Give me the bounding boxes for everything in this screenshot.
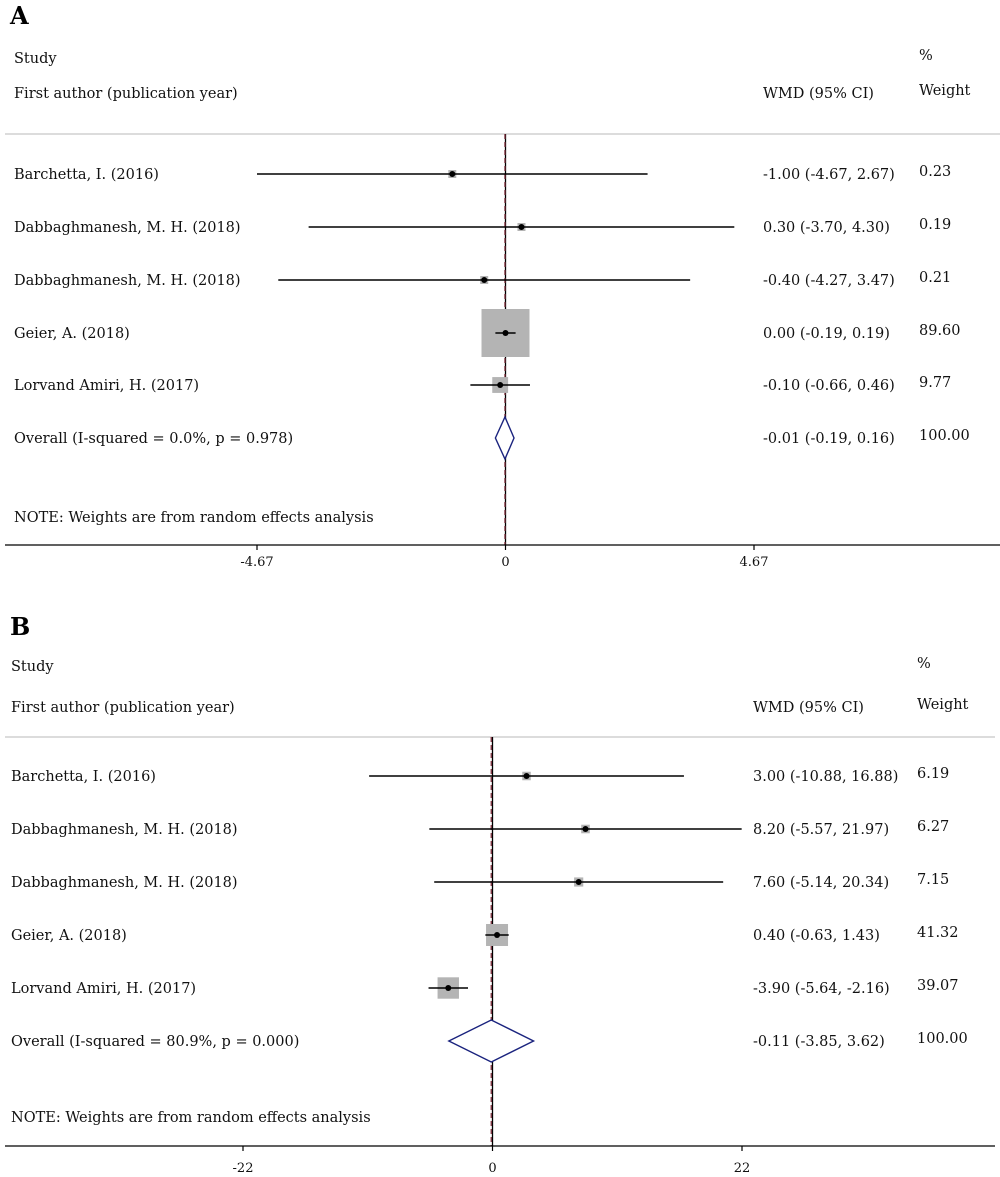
panel-a-note: NOTE: Weights are from random effects an… bbox=[14, 510, 374, 526]
panel-b-note: NOTE: Weights are from random effects an… bbox=[11, 1110, 371, 1126]
panel-b-overall-ci-text: -0.11 (-3.85, 3.62) bbox=[753, 1034, 885, 1050]
panel-a-weight-text-1: 0.23 bbox=[919, 164, 951, 180]
panel-b-overall-diamond bbox=[447, 1019, 536, 1063]
panel-b-weight-text-3: 7.15 bbox=[917, 872, 949, 888]
panel-b-header-effect: WMD (95% CI) bbox=[753, 700, 864, 716]
panel-b-x-tick-label-1: -22 bbox=[233, 1161, 254, 1176]
panel-b-weight-text-1: 6.19 bbox=[917, 766, 949, 782]
panel-a-overall-ci-text: -0.01 (-0.19, 0.16) bbox=[763, 431, 895, 447]
panel-a-letter: A bbox=[9, 1, 29, 30]
panel-a-weight-text-2: 0.19 bbox=[919, 217, 951, 233]
panel-b-ci-text-5: -3.90 (-5.64, -2.16) bbox=[753, 981, 890, 997]
panel-b: B Study First author (publication year) … bbox=[5, 612, 995, 1176]
panel-a-ci-text-5: -0.10 (-0.66, 0.46) bbox=[763, 378, 895, 394]
panel-a-study-label-5: Lorvand Amiri, H. (2017) bbox=[14, 378, 199, 394]
panel-b-letter: B bbox=[10, 612, 30, 641]
panel-b-point-estimate-2 bbox=[582, 826, 589, 832]
panel-a-overall-diamond bbox=[494, 415, 515, 461]
panel-b-study-label-5: Lorvand Amiri, H. (2017) bbox=[11, 981, 196, 997]
panel-a-ci-text-4: 0.00 (-0.19, 0.19) bbox=[763, 326, 890, 342]
panel-b-point-estimate-3 bbox=[575, 879, 582, 885]
panel-a-ci-text-2: 0.30 (-3.70, 4.30) bbox=[763, 220, 890, 236]
panel-a-study-label-3: Dabbaghmanesh, M. H. (2018) bbox=[14, 273, 241, 289]
panel-b-study-label-3: Dabbaghmanesh, M. H. (2018) bbox=[11, 875, 238, 891]
panel-b-header-weight: Weight bbox=[917, 697, 969, 713]
panel-a-header-effect: WMD (95% CI) bbox=[763, 86, 874, 102]
panel-a: A Study First author (publication year) … bbox=[5, 1, 1000, 570]
panel-a-plot-area: Barchetta, I. (2016) -1.00 (-4.67, 2.67) 0… bbox=[5, 134, 1000, 570]
panel-a-overall-label: Overall (I-squared = 0.0%, p = 0.978) bbox=[14, 431, 293, 447]
panel-b-ci-text-2: 8.20 (-5.57, 21.97) bbox=[753, 822, 889, 838]
panel-a-point-estimate-1 bbox=[449, 171, 456, 177]
panel-a-point-estimate-2 bbox=[518, 224, 525, 230]
panel-a-weight-text-5: 9.77 bbox=[919, 375, 951, 391]
panel-a-weight-text-4: 89.60 bbox=[919, 323, 961, 339]
panel-b-overall-label: Overall (I-squared = 80.9%, p = 0.000) bbox=[11, 1034, 299, 1050]
panel-a-ci-text-3: -0.40 (-4.27, 3.47) bbox=[763, 273, 895, 289]
panel-b-point-estimate-1 bbox=[523, 773, 530, 779]
panel-a-header-weight: Weight bbox=[919, 83, 971, 99]
panel-a-header-pct: % bbox=[919, 48, 933, 64]
panel-b-ci-text-1: 3.00 (-10.88, 16.88) bbox=[753, 769, 898, 785]
panel-b-plot-area: Barchetta, I. (2016) 3.00 (-10.88, 16.88)… bbox=[5, 737, 995, 1176]
panel-b-point-estimate-5 bbox=[445, 985, 452, 991]
panel-a-ci-text-1: -1.00 (-4.67, 2.67) bbox=[763, 167, 895, 183]
panel-a-x-tick-label-2: 0 bbox=[501, 555, 509, 570]
panel-b-point-estimate-4 bbox=[494, 932, 501, 938]
panel-a-weight-text-3: 0.21 bbox=[919, 270, 951, 286]
panel-b-ci-text-3: 7.60 (-5.14, 20.34) bbox=[753, 875, 889, 891]
panel-b-study-label-2: Dabbaghmanesh, M. H. (2018) bbox=[11, 822, 238, 838]
panel-a-point-estimate-5 bbox=[497, 382, 504, 388]
panel-b-study-label-4: Geier, A. (2018) bbox=[11, 928, 127, 944]
panel-b-x-tick-label-3: 22 bbox=[734, 1161, 751, 1176]
panel-a-study-label-2: Dabbaghmanesh, M. H. (2018) bbox=[14, 220, 241, 236]
panel-b-x-tick-label-2: 0 bbox=[488, 1161, 496, 1176]
panel-b-weight-text-5: 39.07 bbox=[917, 978, 959, 994]
panel-a-point-estimate-4 bbox=[502, 330, 509, 336]
panel-b-weight-text-4: 41.32 bbox=[917, 925, 959, 941]
panel-b-overall-weight-text: 100.00 bbox=[917, 1031, 968, 1047]
panel-b-study-label-1: Barchetta, I. (2016) bbox=[11, 769, 156, 785]
panel-b-weight-text-2: 6.27 bbox=[917, 819, 949, 835]
panel-a-x-tick-label-3: 4.67 bbox=[740, 555, 769, 570]
panel-a-point-estimate-3 bbox=[481, 277, 488, 283]
panel-a-x-tick-label-1: -4.67 bbox=[240, 555, 273, 570]
panel-b-header-author: First author (publication year) bbox=[11, 700, 235, 716]
panel-a-header-study: Study bbox=[14, 51, 57, 67]
panel-a-header-author: First author (publication year) bbox=[14, 86, 238, 102]
panel-b-header-study: Study bbox=[11, 659, 54, 675]
panel-a-study-label-4: Geier, A. (2018) bbox=[14, 326, 130, 342]
panel-a-study-label-1: Barchetta, I. (2016) bbox=[14, 167, 159, 183]
panel-b-header-pct: % bbox=[917, 656, 931, 672]
panel-b-ci-text-4: 0.40 (-0.63, 1.43) bbox=[753, 928, 880, 944]
panel-a-overall-weight-text: 100.00 bbox=[919, 428, 970, 444]
